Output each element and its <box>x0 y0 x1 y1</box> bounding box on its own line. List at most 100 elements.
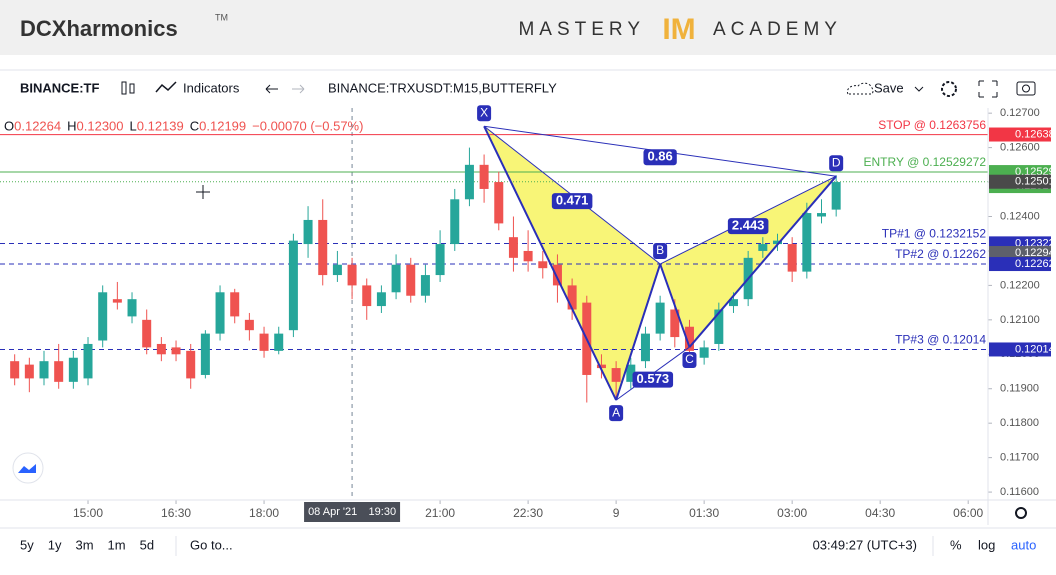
pattern-line <box>659 263 691 348</box>
candle-body <box>127 299 137 317</box>
candle-body <box>39 361 49 379</box>
price-tag <box>989 342 1051 357</box>
price-tag <box>989 127 1051 142</box>
undo[interactable] <box>265 84 278 94</box>
auto-button[interactable]: auto <box>1011 537 1036 552</box>
price-tag <box>989 174 1051 189</box>
x-tick-label: 9 <box>613 506 620 520</box>
crosshair-time: 19:30 <box>369 506 397 518</box>
logo-mark: IM <box>662 13 695 46</box>
tv-logo[interactable] <box>12 452 44 484</box>
candle-body <box>54 361 64 382</box>
pattern-fill <box>484 126 661 401</box>
y-tick-label: 0.11600 <box>1000 486 1039 498</box>
candle-icon[interactable] <box>121 81 135 95</box>
point-label-bg <box>609 405 624 422</box>
range-button[interactable]: 5y <box>20 537 34 552</box>
candle-body <box>450 199 460 245</box>
redo[interactable] <box>292 84 305 94</box>
y-tick-label: 0.11900 <box>1000 383 1039 395</box>
price-tag-label: 0.12262 <box>1015 258 1055 270</box>
x-tick-label: 04:30 <box>865 506 895 520</box>
price-tag <box>989 246 1051 261</box>
level-label: ENTRY @ 0.12529272 <box>864 155 987 169</box>
clock: 03:49:27 (UTC+3) <box>813 537 917 552</box>
ratio-label: 2.443 <box>732 218 765 233</box>
pattern-line <box>688 175 837 348</box>
candle-body <box>728 299 738 307</box>
candle-body <box>596 364 606 369</box>
range-button[interactable]: 1m <box>108 537 126 552</box>
point-label: B <box>656 243 664 257</box>
candle-body <box>479 164 489 189</box>
ohlc-legend: O 0.12264 H 0.12300 L 0.12139 C 0.12199 −0.00070… <box>4 118 363 133</box>
candle-body <box>376 292 386 307</box>
candle-body <box>303 219 313 245</box>
candle-body <box>831 182 841 210</box>
candle-body <box>567 285 577 310</box>
candle-body <box>464 164 474 200</box>
goto-button[interactable]: Go to... <box>190 537 233 552</box>
level-label: TP#1 @ 0.1232152 <box>882 227 987 241</box>
level-label: STOP @ 0.1263756 <box>878 118 986 132</box>
ratio-label: 0.86 <box>647 149 672 164</box>
indicators-button[interactable]: Indicators <box>183 80 240 95</box>
candle-body <box>259 333 269 351</box>
candle-body <box>816 213 826 217</box>
range-button[interactable]: 5d <box>140 537 154 552</box>
point-label-bg <box>477 105 492 122</box>
log-button[interactable]: log <box>978 537 995 552</box>
range-button[interactable]: 1y <box>48 537 62 552</box>
candle-body <box>230 292 240 317</box>
candle-body <box>772 240 782 245</box>
plot: STOP @ 0.1263756 ENTRY @ 0.12529272 TP#1 @… <box>0 105 992 504</box>
logo-left: MASTERY <box>518 19 645 40</box>
candle-body <box>332 264 342 276</box>
crosshair-label-bg <box>304 502 401 522</box>
x-tick-label: 01:30 <box>689 506 719 520</box>
settings[interactable] <box>941 81 957 97</box>
tv-logo-mark <box>18 464 36 473</box>
candle-body <box>611 368 621 382</box>
symbol[interactable]: BINANCE:TF <box>20 80 99 95</box>
ratio-label-bg <box>643 149 677 166</box>
axis-settings[interactable] <box>1015 507 1027 519</box>
ratio-label: 0.573 <box>637 371 670 386</box>
candle-body <box>406 264 416 296</box>
candle-body <box>552 264 562 286</box>
point-label: C <box>685 352 694 366</box>
trademark: TM <box>215 12 228 22</box>
candle-body <box>787 244 797 272</box>
crosshair-date: 08 Apr '21 <box>308 506 357 518</box>
indicators-icon[interactable] <box>155 81 177 93</box>
candle-body <box>523 250 533 262</box>
save-menu[interactable] <box>914 86 924 92</box>
candle-body <box>347 264 357 286</box>
snapshot[interactable] <box>1016 81 1036 96</box>
legend-value: 0.12264 <box>14 118 61 133</box>
range-button[interactable]: 3m <box>75 537 93 552</box>
legend-label: O <box>4 118 14 133</box>
x-tick-label: 18:00 <box>249 506 279 520</box>
candle-body <box>670 309 680 338</box>
x-tick-label: 15:00 <box>73 506 103 520</box>
cursor <box>196 185 210 199</box>
fullscreen[interactable] <box>978 80 998 98</box>
candle-body <box>435 244 445 276</box>
logo-right: ACADEMY <box>713 19 842 40</box>
legend-value: 0.12199 <box>199 118 246 133</box>
candle-body <box>288 240 298 331</box>
percent-button[interactable]: % <box>950 537 962 552</box>
candle-body <box>244 319 254 331</box>
ratio-label-bg <box>551 193 593 210</box>
y-tick-label: 0.12400 <box>1000 210 1040 222</box>
legend-label: L <box>130 118 137 133</box>
candle-body <box>83 343 93 379</box>
candle-body <box>508 237 518 258</box>
point-label: D <box>832 155 841 169</box>
y-tick-label: 0.12200 <box>1000 279 1040 291</box>
point-label-bg <box>829 155 844 172</box>
cloud-icon[interactable] <box>846 82 874 95</box>
candle-body <box>494 182 504 224</box>
save-button[interactable]: Save <box>874 80 904 95</box>
